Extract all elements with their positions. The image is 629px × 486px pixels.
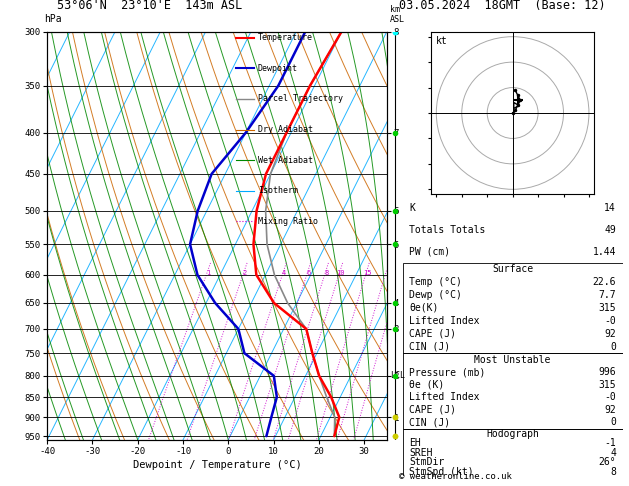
Text: 6: 6: [306, 270, 311, 276]
Text: CAPE (J): CAPE (J): [409, 329, 456, 339]
Text: Dry Adiabat: Dry Adiabat: [258, 125, 313, 134]
Text: -1: -1: [604, 438, 616, 448]
Text: θe (K): θe (K): [409, 380, 445, 390]
Text: StmDir: StmDir: [409, 457, 445, 467]
Text: 15: 15: [363, 270, 372, 276]
Text: Mixing Ratio: Mixing Ratio: [258, 217, 318, 226]
Text: 14: 14: [604, 203, 616, 213]
Text: Dewpoint: Dewpoint: [258, 64, 298, 73]
Text: 4: 4: [610, 448, 616, 457]
Text: -0: -0: [604, 316, 616, 326]
Text: 1: 1: [206, 270, 211, 276]
Text: Surface: Surface: [492, 264, 533, 274]
Text: 26°: 26°: [598, 457, 616, 467]
Text: Lifted Index: Lifted Index: [409, 392, 480, 402]
Bar: [403, 429, 623, 476]
Text: 49: 49: [604, 225, 616, 235]
Text: -0: -0: [604, 392, 616, 402]
Text: 1.44: 1.44: [593, 246, 616, 257]
Text: Dewp (°C): Dewp (°C): [409, 290, 462, 300]
Text: 2: 2: [243, 270, 247, 276]
Text: © weatheronline.co.uk: © weatheronline.co.uk: [399, 472, 512, 481]
Text: hPa: hPa: [44, 14, 62, 24]
Text: Lifted Index: Lifted Index: [409, 316, 480, 326]
Text: 92: 92: [604, 405, 616, 415]
Text: Temp (°C): Temp (°C): [409, 277, 462, 287]
Text: 4: 4: [282, 270, 286, 276]
Text: Parcel Trajectory: Parcel Trajectory: [258, 94, 343, 104]
Text: StmSpd (kt): StmSpd (kt): [409, 467, 474, 477]
Text: 53°06'N  23°10'E  143m ASL: 53°06'N 23°10'E 143m ASL: [57, 0, 242, 12]
Text: 10: 10: [337, 270, 345, 276]
Text: SREH: SREH: [409, 448, 433, 457]
Text: θe(K): θe(K): [409, 303, 438, 313]
Text: 0: 0: [610, 342, 616, 352]
Text: Isotherm: Isotherm: [258, 186, 298, 195]
Text: 315: 315: [598, 380, 616, 390]
Text: CIN (J): CIN (J): [409, 417, 450, 428]
Text: Totals Totals: Totals Totals: [409, 225, 486, 235]
Text: 8: 8: [610, 467, 616, 477]
Text: Pressure (mb): Pressure (mb): [409, 367, 486, 377]
Bar: [403, 353, 623, 429]
Text: 315: 315: [598, 303, 616, 313]
Text: PW (cm): PW (cm): [409, 246, 450, 257]
Text: 22.6: 22.6: [593, 277, 616, 287]
Text: Temperature: Temperature: [258, 33, 313, 42]
Text: 7.7: 7.7: [598, 290, 616, 300]
Text: K: K: [409, 203, 415, 213]
Text: Most Unstable: Most Unstable: [474, 355, 551, 364]
Bar: [403, 262, 623, 353]
Text: 92: 92: [604, 329, 616, 339]
Text: 996: 996: [598, 367, 616, 377]
Text: EH: EH: [409, 438, 421, 448]
Text: km
ASL: km ASL: [390, 5, 405, 24]
Text: LCL: LCL: [390, 371, 405, 381]
Text: 8: 8: [325, 270, 328, 276]
Text: kt: kt: [436, 36, 448, 47]
Text: CAPE (J): CAPE (J): [409, 405, 456, 415]
Text: 03.05.2024  18GMT  (Base: 12): 03.05.2024 18GMT (Base: 12): [399, 0, 606, 12]
Text: CIN (J): CIN (J): [409, 342, 450, 352]
Text: 0: 0: [610, 417, 616, 428]
Text: Hodograph: Hodograph: [486, 429, 539, 438]
X-axis label: Dewpoint / Temperature (°C): Dewpoint / Temperature (°C): [133, 460, 301, 470]
Text: Wet Adiabat: Wet Adiabat: [258, 156, 313, 165]
